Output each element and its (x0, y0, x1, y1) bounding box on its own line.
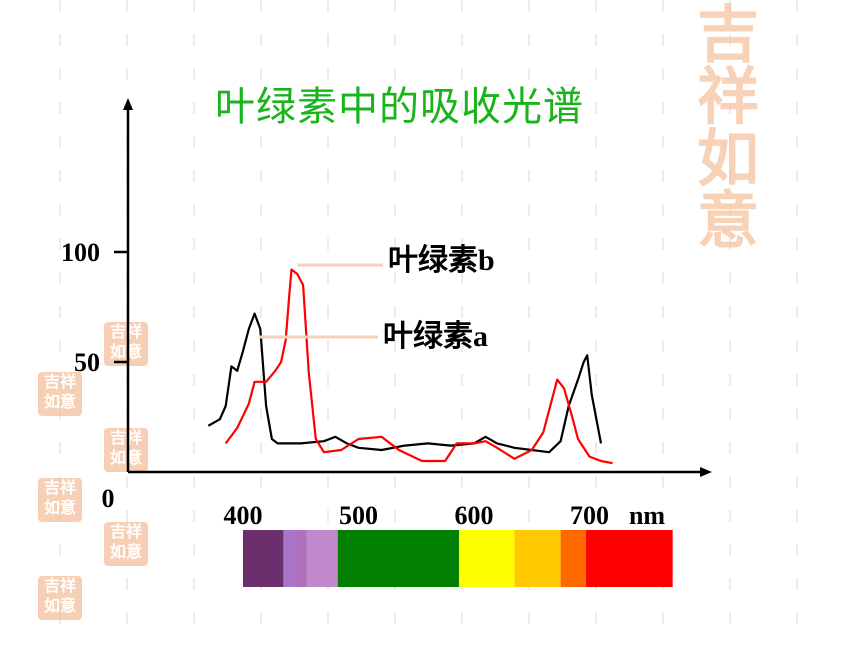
chart-axes: 0 50 100 400 500 600 700 nm (61, 98, 712, 530)
spectrum-band (306, 530, 338, 587)
y-axis-arrow (123, 98, 133, 110)
annotation-label: 叶绿素b (388, 244, 495, 277)
x-tick-label: 500 (339, 501, 378, 530)
spectrum-band (514, 530, 561, 587)
x-axis-arrow (700, 467, 712, 477)
spectrum-band (586, 530, 673, 587)
small-seal-watermark: 吉祥如意 (38, 372, 82, 416)
x-tick-label: 700 (570, 501, 609, 530)
spectrum-band (458, 530, 515, 587)
small-seal-watermark: 吉祥如意 (38, 576, 82, 620)
x-axis-label: nm (629, 501, 665, 530)
small-seal-watermark: 吉祥如意 (104, 322, 148, 366)
y-tick-label: 50 (74, 348, 100, 377)
spectrum-band (243, 530, 284, 587)
spectrum-band (560, 530, 587, 587)
small-seal-watermark: 吉祥如意 (104, 428, 148, 472)
chart-labels: 叶绿素b 叶绿素a (259, 244, 495, 353)
x-tick-label: 600 (455, 501, 494, 530)
annotation-label: 叶绿素a (383, 320, 488, 353)
y-tick-label: 100 (61, 238, 100, 267)
spectrum-band (294, 530, 307, 587)
auspicious-seal-watermark: 吉祥如意 (696, 0, 759, 257)
small-seal-watermark: 吉祥如意 (104, 522, 148, 566)
chart-series (207, 268, 613, 465)
series-line (207, 312, 603, 454)
visible-light-spectrum-bar (243, 530, 673, 587)
spectrum-band (283, 530, 295, 587)
y-tick-label: 0 (102, 484, 115, 513)
spectrum-band (337, 530, 459, 587)
x-tick-label: 400 (224, 501, 263, 530)
small-seal-watermark: 吉祥如意 (38, 478, 82, 522)
page-title: 叶绿素中的吸收光谱 (215, 84, 584, 130)
series-line (224, 268, 613, 465)
